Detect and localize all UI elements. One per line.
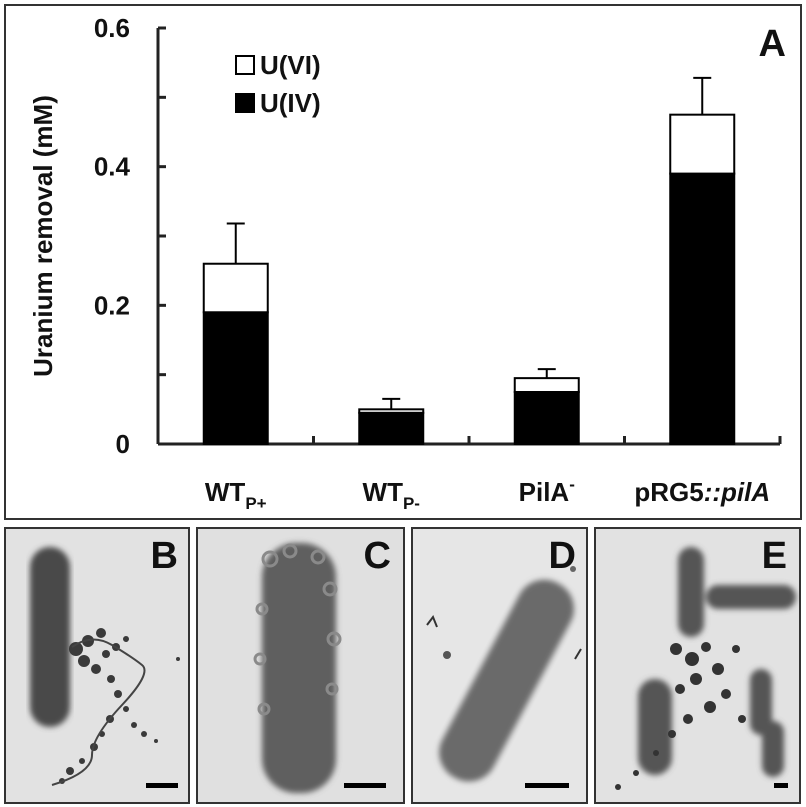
panel-letter-a: A (759, 23, 786, 65)
y-tick-label: 0.6 (94, 13, 130, 43)
bar-uiv-0 (202, 311, 269, 445)
bacteria-cells (638, 547, 796, 777)
legend-swatch (235, 93, 255, 113)
bar-uvi-1 (358, 408, 425, 414)
legend-label: U(IV) (260, 88, 321, 118)
y-tick-label: 0 (116, 429, 130, 459)
y-tick-label: 0.4 (94, 152, 131, 182)
scale-bar (344, 783, 386, 788)
micrograph-d: D (411, 527, 588, 804)
chart-panel: 0 0.2 0.4 0.6 Uranium removal (mM) WTP+ WTP- Pi… (4, 4, 802, 520)
legend-swatch (235, 55, 255, 75)
x-tick-label: pRG5::pilA (634, 477, 770, 507)
x-tick-label: WTP- (363, 477, 420, 513)
y-tick-label: 0.2 (94, 290, 130, 320)
x-tick-label: PilA- (519, 475, 575, 507)
bacterium-cell (30, 547, 70, 727)
bar-chart: 0 0.2 0.4 0.6 Uranium removal (mM) WTP+ WTP- Pi… (28, 13, 786, 513)
legend-label: U(VI) (260, 50, 321, 80)
bacterium-cell (439, 579, 574, 782)
scale-bar (774, 783, 788, 788)
micrograph-d-image (413, 529, 586, 802)
bar-uiv-1 (358, 411, 425, 445)
micrograph-e: E (594, 527, 801, 804)
micrograph-b-image (6, 529, 188, 802)
micrograph-c: C (196, 527, 405, 804)
bar-uiv-3 (669, 172, 736, 445)
bar-uvi-0 (202, 262, 269, 314)
uranium-vesicles (253, 543, 342, 716)
panel-letter-d: D (548, 535, 576, 577)
panel-letter-b: B (150, 535, 178, 577)
panel-letter-c: C (363, 535, 391, 577)
bar-uvi-3 (669, 113, 736, 175)
y-axis-label: Uranium removal (mM) (28, 95, 58, 377)
bacterium-cell (262, 543, 336, 793)
scale-bar (146, 783, 178, 788)
bar-uiv-2 (513, 391, 580, 445)
x-tick-label: WTP+ (205, 477, 267, 513)
micrograph-e-image (596, 529, 799, 802)
micrograph-c-image (198, 529, 403, 802)
scale-bar (525, 783, 569, 788)
bar-uvi-2 (513, 377, 580, 393)
micrograph-b: B (4, 527, 190, 804)
panel-letter-e: E (761, 535, 787, 577)
uranium-precipitate (615, 642, 746, 790)
